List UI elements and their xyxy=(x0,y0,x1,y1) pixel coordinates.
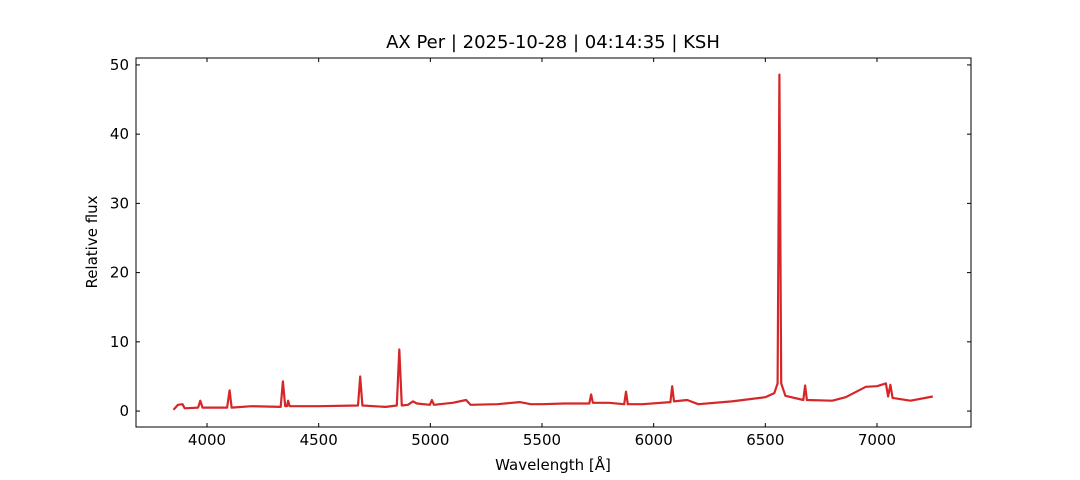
plot-frame xyxy=(135,57,972,428)
x-tick-label: 4000 xyxy=(188,431,226,449)
y-tick-label: 50 xyxy=(110,56,129,74)
x-axis-label: Wavelength [Å] xyxy=(495,455,611,474)
chart-title: AX Per | 2025-10-28 | 04:14:35 | KSH xyxy=(386,32,720,53)
y-tick-label: 20 xyxy=(110,264,129,282)
x-tick-label: 5500 xyxy=(523,431,561,449)
x-tick-label: 6500 xyxy=(746,431,784,449)
x-tick-label: 4500 xyxy=(300,431,338,449)
x-tick-label: 7000 xyxy=(858,431,896,449)
x-tick-label: 5000 xyxy=(411,431,449,449)
y-tick-label: 10 xyxy=(110,333,129,351)
y-tick-label: 40 xyxy=(110,125,129,143)
x-tick-label: 6000 xyxy=(635,431,673,449)
y-axis-label: Relative flux xyxy=(83,195,101,288)
spectrum-line xyxy=(172,73,934,411)
y-tick-label: 30 xyxy=(110,194,129,212)
y-tick-label: 0 xyxy=(119,402,129,420)
